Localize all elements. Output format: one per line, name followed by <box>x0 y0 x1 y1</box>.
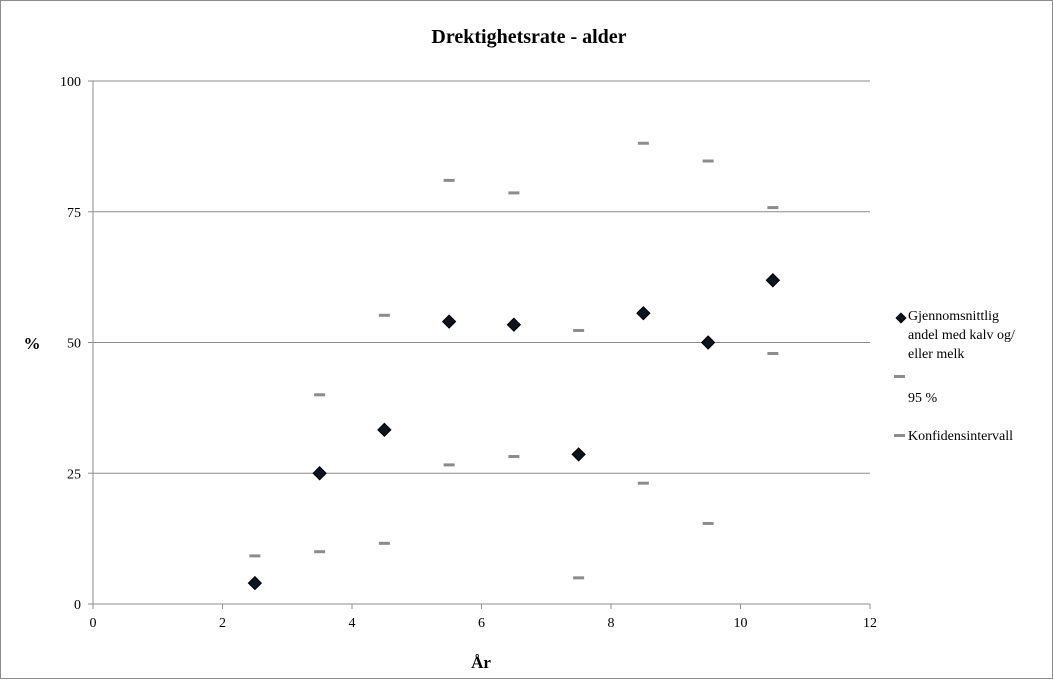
data-point-lower-ci <box>508 455 520 459</box>
x-tick-label: 4 <box>349 616 356 631</box>
legend: Gjennomsnittlig andel med kalv og/ eller… <box>894 307 1053 451</box>
legend-item-ci: Konfidensintervall <box>894 427 1053 451</box>
y-tick-label: 100 <box>60 75 81 90</box>
data-point-lower-ci <box>767 351 779 355</box>
legend-item-95: 95 % <box>894 375 1053 427</box>
y-tick-label: 25 <box>67 467 81 482</box>
data-point-mean <box>247 575 263 591</box>
data-point-upper-ci <box>637 141 649 145</box>
data-point-lower-ci <box>573 576 585 580</box>
data-point-mean <box>571 447 586 462</box>
x-tick-label: 12 <box>863 616 877 631</box>
grid <box>93 80 870 474</box>
legend-item-mean: Gjennomsnittlig andel med kalv og/ eller… <box>894 307 1053 377</box>
data-point-mean <box>377 422 392 438</box>
data-point-lower-ci <box>702 521 714 525</box>
legend-label-95: 95 % <box>908 391 938 406</box>
data-point-upper-ci <box>767 206 779 210</box>
data-marks <box>247 141 781 591</box>
dash-icon <box>894 434 905 437</box>
data-point-upper-ci <box>573 328 585 332</box>
data-point-mean <box>506 317 522 332</box>
data-point-mean <box>441 314 457 329</box>
dash-icon <box>894 375 905 378</box>
data-point-lower-ci <box>378 541 390 545</box>
data-point-lower-ci <box>443 463 455 467</box>
y-tick-label: 0 <box>74 598 81 613</box>
data-point-upper-ci <box>443 178 455 182</box>
y-axis-label: % <box>24 334 41 353</box>
y-tick-label: 50 <box>67 337 81 352</box>
x-tick-label: 0 <box>90 616 97 631</box>
data-point-mean <box>700 335 716 350</box>
data-point-lower-ci <box>314 550 326 554</box>
data-point-upper-ci <box>508 191 520 195</box>
data-point-upper-ci <box>702 159 714 163</box>
data-point-upper-ci <box>249 554 261 558</box>
x-tick-label: 8 <box>608 616 615 631</box>
x-tick-label: 10 <box>734 616 748 631</box>
y-tick-label: 75 <box>67 206 81 221</box>
data-point-mean <box>312 466 327 481</box>
tick-labels: 0 25 50 75 100 0 2 4 6 8 10 12 <box>60 75 877 631</box>
x-tick-label: 2 <box>219 616 226 631</box>
chart-title: Drektighetsrate - alder <box>431 26 626 48</box>
legend-label-mean: Gjennomsnittlig andel med kalv og/ eller… <box>908 309 1015 362</box>
data-point-upper-ci <box>378 313 390 317</box>
diamond-icon <box>895 312 907 324</box>
legend-label-ci: Konfidensintervall <box>908 429 1013 444</box>
data-point-mean <box>636 306 651 321</box>
x-tick-label: 6 <box>478 616 485 631</box>
data-point-mean <box>765 273 781 288</box>
axes <box>88 80 871 609</box>
data-point-lower-ci <box>637 481 649 485</box>
data-point-upper-ci <box>314 393 326 397</box>
x-axis-label: År <box>471 653 491 672</box>
